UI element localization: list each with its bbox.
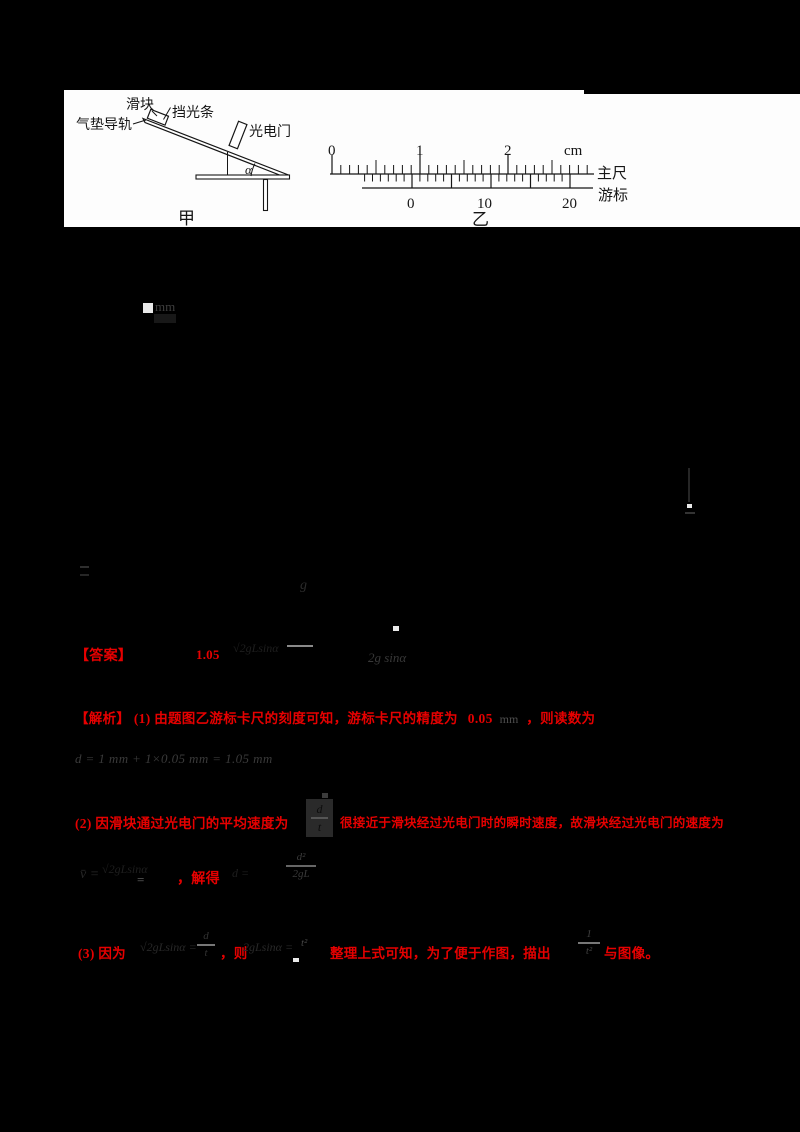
angle-label: α bbox=[245, 162, 253, 177]
photogate-body bbox=[228, 120, 248, 150]
analysis-3-post: 与图像。 bbox=[604, 946, 660, 961]
fraction-1-over-t2: 1 t² bbox=[578, 929, 600, 957]
fraction-bar bbox=[578, 942, 600, 944]
fraction-denominator: t bbox=[204, 947, 208, 959]
velocity-red-text: ，解得 bbox=[177, 872, 220, 887]
analysis-3-white-speck bbox=[293, 958, 299, 962]
main-scale-number-1: 1 bbox=[416, 143, 424, 159]
answer-equation-ghost: √2gLsinα bbox=[233, 641, 279, 655]
analysis-line-1: 【解析】 (1) 由题图乙游标卡尺的刻度可知，游标卡尺的精度为 0.05 mm … bbox=[75, 707, 595, 728]
fraction-d-over-t-ghost: d t bbox=[197, 931, 215, 959]
d-eq-ghost: d = bbox=[232, 866, 250, 880]
main-scale-number-2: 2 bbox=[504, 143, 512, 159]
vernier-number-0: 0 bbox=[407, 196, 415, 212]
analysis-1-post: ，则读数为 bbox=[526, 711, 596, 726]
fraction-denominator: 2gL bbox=[292, 868, 310, 880]
analysis-1-unit-ghost: mm bbox=[499, 712, 519, 726]
equals-ghost: = bbox=[137, 872, 145, 887]
right-figure-caption: 乙 bbox=[472, 210, 489, 227]
slider-leader-line bbox=[151, 110, 158, 117]
figure-panel: 气垫导轨 滑块 挡光条 光电门 α 甲 0 1 2 cm 主尺 游标 0 10 … bbox=[64, 90, 800, 229]
fraction-numerator: d bbox=[203, 930, 209, 942]
experiment-figure: 气垫导轨 滑块 挡光条 光电门 α 甲 0 1 2 cm 主尺 游标 0 10 … bbox=[76, 96, 628, 229]
vbar-ghost: v̄ = bbox=[80, 867, 100, 882]
vernier-scale-label: 游标 bbox=[598, 187, 628, 204]
margin-white-speck bbox=[687, 504, 692, 508]
fraction-bar bbox=[197, 944, 215, 946]
answer-tag: 【答案】 bbox=[75, 649, 133, 664]
shutter-leader-line bbox=[163, 107, 171, 120]
analysis-3-eq1-ghost: √2gLsinα = bbox=[140, 940, 197, 954]
vernier-number-20: 20 bbox=[562, 196, 577, 212]
panel-top-notch bbox=[584, 90, 800, 94]
shutter-label: 挡光条 bbox=[172, 104, 214, 121]
main-scale-minor-ticks bbox=[340, 165, 588, 174]
vernier-minor-ticks bbox=[364, 174, 563, 182]
angle-arc bbox=[250, 163, 256, 177]
main-scale-unit: cm bbox=[564, 143, 583, 159]
fraction-denominator: t bbox=[317, 820, 322, 834]
air-track-leader-line bbox=[132, 119, 147, 125]
air-track-label: 气垫导轨 bbox=[76, 117, 132, 133]
vernier-long-ticks bbox=[411, 174, 571, 188]
stray-g-text: g bbox=[300, 578, 307, 593]
analysis-3-mid: ，则 bbox=[220, 946, 248, 961]
slider-block bbox=[146, 108, 170, 126]
fraction-numerator: d bbox=[316, 802, 323, 816]
fraction-numerator: 1 bbox=[586, 928, 592, 940]
photogate-label: 光电门 bbox=[249, 124, 291, 140]
vernier-number-10: 10 bbox=[477, 196, 492, 212]
slider-label: 滑块 bbox=[126, 96, 154, 113]
stray-fraction-mark-bottom bbox=[80, 574, 89, 576]
analysis-2-pre: (2) 因滑块通过光电门的平均速度为 bbox=[75, 816, 289, 831]
answer-fraction-bar bbox=[287, 645, 313, 647]
main-scale-long-ticks bbox=[331, 155, 509, 174]
main-scale-medium-ticks bbox=[375, 160, 553, 174]
margin-tick bbox=[685, 512, 695, 514]
v-equation-ghost: √2gLsinα bbox=[102, 862, 148, 876]
fraction-numerator: d² bbox=[296, 851, 306, 863]
fraction-d2-over-2gL: d² 2gL bbox=[286, 852, 316, 880]
analysis-1-pre: 【解析】 (1) 由题图乙游标卡尺的刻度可知，游标卡尺的精度为 bbox=[75, 711, 458, 726]
table-leg bbox=[262, 178, 269, 212]
answer-white-speck bbox=[393, 626, 399, 631]
analysis-2-fraction-d-over-t: d t bbox=[306, 799, 333, 837]
table-top bbox=[195, 174, 291, 180]
analysis-2-post: 很接近于滑块经过光电门时的瞬时速度，故滑块经过光电门的速度为 bbox=[340, 816, 725, 830]
fraction-bar bbox=[311, 817, 328, 819]
analysis-2-superscript-speck bbox=[322, 793, 328, 798]
main-scale-number-0: 0 bbox=[328, 143, 336, 159]
fraction-denominator: t² bbox=[585, 945, 593, 957]
main-scale-label: 主尺 bbox=[597, 165, 627, 182]
analysis-1-value: 0.05 bbox=[467, 711, 493, 726]
analysis-3-segment: 整理上式可知，为了便于作图，描出 bbox=[330, 946, 551, 961]
fraction-bar bbox=[286, 865, 316, 867]
d-reading-formula-ghost: d = 1 mm + 1×0.05 mm = 1.05 mm bbox=[75, 751, 273, 766]
analysis-3-pre: (3) 因为 bbox=[78, 946, 126, 961]
stray-fraction-mark-top bbox=[80, 566, 89, 568]
stray-dark-block bbox=[154, 314, 176, 323]
stray-mm-text: mm bbox=[155, 299, 176, 314]
stray-white-square bbox=[143, 303, 153, 313]
margin-fraction-line bbox=[688, 468, 690, 502]
analysis-3-t2-ghost: t² bbox=[301, 937, 308, 949]
answer-2gsina-ghost: 2g sinα bbox=[368, 650, 407, 665]
analysis-3-eq2-ghost: 2gLsinα = bbox=[243, 940, 294, 954]
left-figure-caption: 甲 bbox=[178, 209, 195, 227]
answer-value-1: 1.05 bbox=[196, 647, 220, 662]
